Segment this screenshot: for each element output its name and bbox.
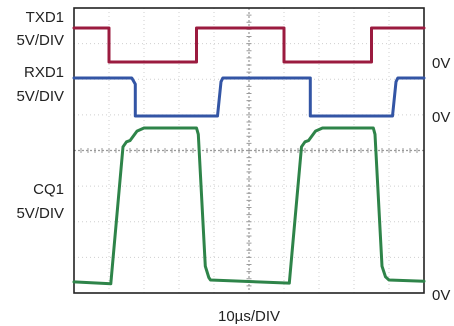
txd1-trace <box>72 26 426 64</box>
rxd1-label: RXD1 <box>24 64 64 81</box>
plot-border <box>73 7 425 294</box>
rxd1-zero-label: 0V <box>432 109 450 126</box>
rxd1-trace <box>72 76 426 118</box>
traces <box>72 26 426 286</box>
cq1-label: CQ1 <box>33 181 64 198</box>
txd1-scale-label: 5V/DIV <box>16 32 64 49</box>
cq1-scale-label: 5V/DIV <box>16 205 64 222</box>
x-scale-label: 10µs/DIV <box>218 308 280 325</box>
rxd1-scale-label: 5V/DIV <box>16 88 64 105</box>
cq1-zero-label: 0V <box>432 287 450 304</box>
txd1-zero-label: 0V <box>432 55 450 72</box>
cq1-trace <box>72 126 426 286</box>
txd1-label: TXD1 <box>26 9 64 26</box>
